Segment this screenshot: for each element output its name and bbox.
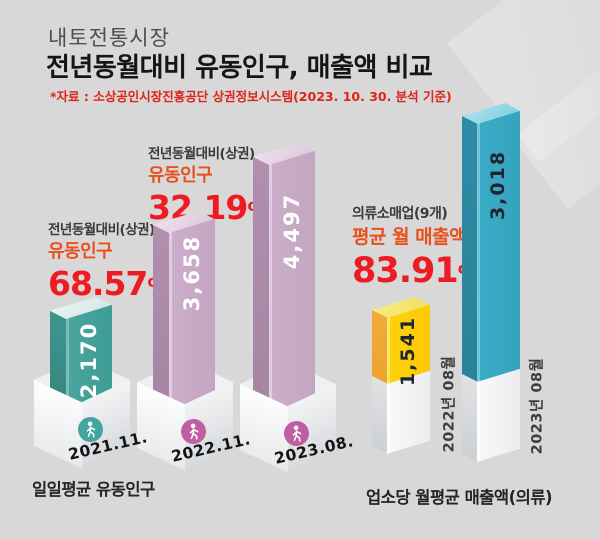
bar-front-face [269,150,315,421]
page-title: 전년동월대비 유동인구, 매출액 비교 [46,53,433,83]
annotation-metric: 유동인구 [48,241,113,263]
annotation-context: 전년동월대비(상권) [48,222,155,238]
bar-value: 3,018 [487,149,509,221]
bar-side-face [462,116,477,462]
annotation-metric: 평균 월 매출액 [352,225,467,248]
bar-value: 4,497 [280,192,304,270]
walking-person-icon [284,421,309,446]
right-chart-caption: 업소당 월평균 매출액(의류) [366,488,553,507]
annotation-context: 의류소매업(9개) [352,206,448,222]
bar-date-label: 2022년 08월 [441,355,458,453]
walking-person-icon [181,419,206,444]
growth-percent: 83.91 [352,250,459,291]
source-note: *자료 : 소상공인시장진흥공단 상권정보시스템(2023. 10. 30. 분… [50,89,452,104]
bar-value: 1,541 [397,315,419,387]
annotation-metric: 유동인구 [148,165,213,187]
person-icon [78,417,103,442]
bar-value: 2,170 [77,321,101,399]
background-streak [512,21,600,209]
market-name: 내토전통시장 [48,26,170,50]
left-chart-caption: 일일평균 유동인구 [32,480,155,499]
bar-side-face [153,225,169,414]
bar-value: 3,658 [180,234,204,312]
bar-side-face [253,157,269,421]
bar-date-label: 2023년 08월 [529,357,546,455]
bar-side-face [372,310,387,454]
annotation-context: 전년동월대비(상권) [148,146,255,162]
growth-percent: 68.57 [48,263,148,303]
annotation-sales: 의류소매업(9개) 평균 월 매출액 83.91%증가 [352,206,510,292]
